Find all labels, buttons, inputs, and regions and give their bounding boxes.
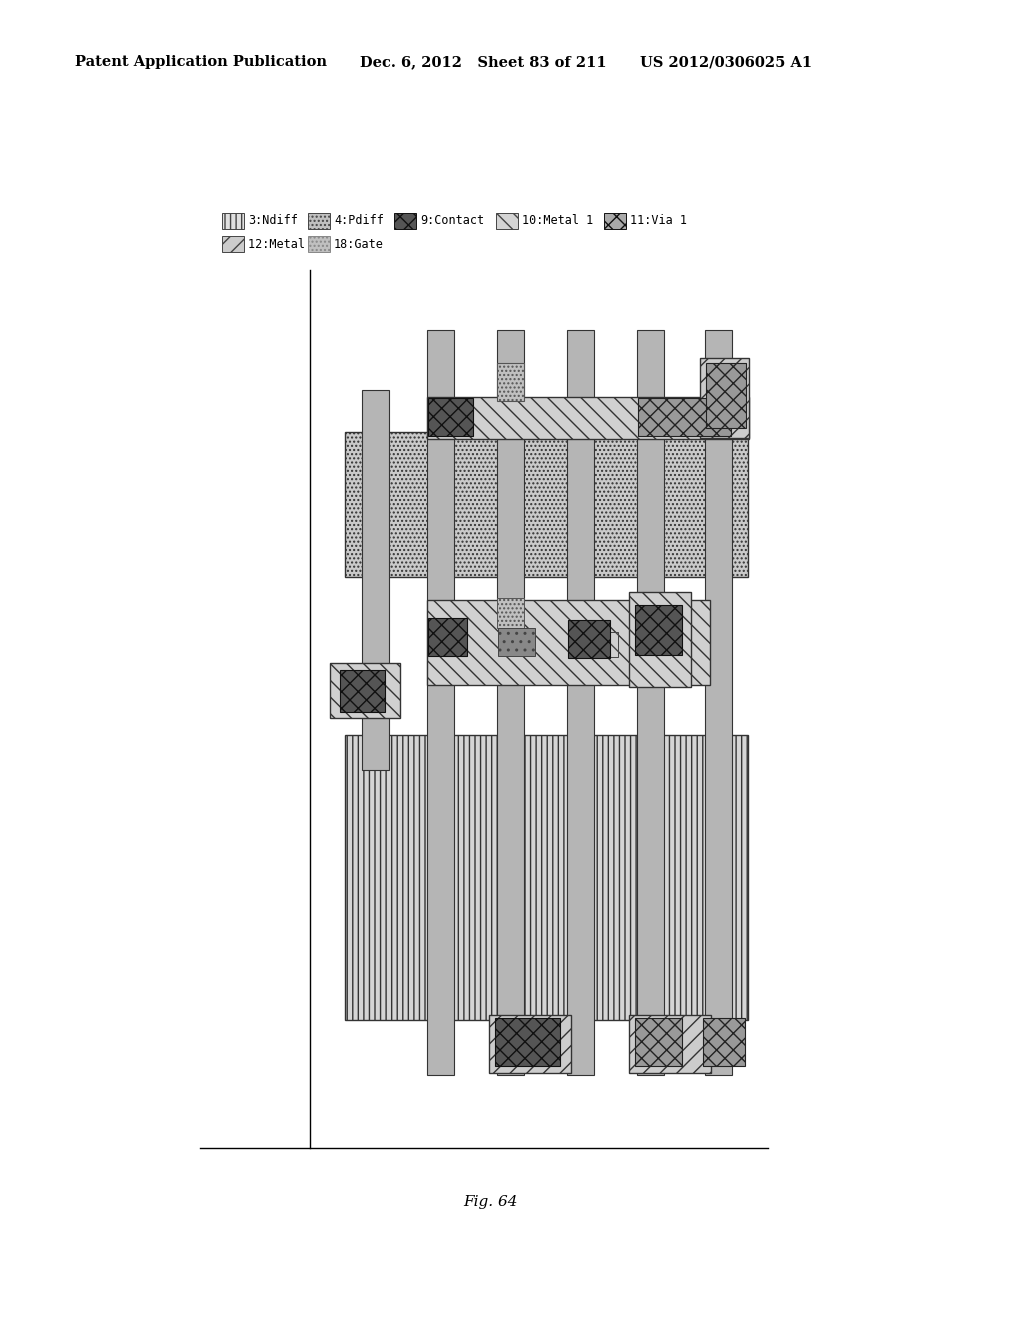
Bar xyxy=(222,213,244,228)
Bar xyxy=(427,601,710,685)
Bar xyxy=(428,618,467,656)
Text: Fig. 64: Fig. 64 xyxy=(463,1195,517,1209)
Bar xyxy=(567,330,594,1074)
Bar xyxy=(427,330,454,1074)
Bar xyxy=(706,363,746,428)
Bar xyxy=(496,213,518,228)
Bar xyxy=(427,397,749,440)
Bar xyxy=(497,330,524,1074)
Text: 18:Gate: 18:Gate xyxy=(334,238,384,251)
Bar xyxy=(604,213,626,228)
Bar xyxy=(629,591,691,686)
Bar xyxy=(330,663,400,718)
Bar xyxy=(568,620,610,657)
Bar xyxy=(495,1018,560,1067)
Text: 12:Metal 2: 12:Metal 2 xyxy=(248,238,319,251)
Text: 3:Ndiff: 3:Ndiff xyxy=(248,214,298,227)
Bar xyxy=(498,628,535,656)
Bar xyxy=(497,363,524,401)
Bar xyxy=(635,605,682,655)
Bar xyxy=(308,213,330,228)
Bar xyxy=(637,330,664,1074)
Text: 11:Via 1: 11:Via 1 xyxy=(630,214,687,227)
Bar xyxy=(489,1015,571,1073)
Bar xyxy=(638,399,731,436)
Bar xyxy=(308,236,330,252)
Bar xyxy=(345,735,748,1020)
Bar xyxy=(394,213,416,228)
Bar xyxy=(705,330,732,1074)
Bar xyxy=(596,632,618,657)
Bar xyxy=(345,432,748,577)
Bar xyxy=(222,236,244,252)
Text: 4:Pdiff: 4:Pdiff xyxy=(334,214,384,227)
Bar xyxy=(340,671,385,711)
Text: US 2012/0306025 A1: US 2012/0306025 A1 xyxy=(640,55,812,69)
Text: Dec. 6, 2012   Sheet 83 of 211: Dec. 6, 2012 Sheet 83 of 211 xyxy=(360,55,606,69)
Bar xyxy=(703,1018,745,1067)
Text: Patent Application Publication: Patent Application Publication xyxy=(75,55,327,69)
Bar xyxy=(428,399,473,436)
Bar xyxy=(629,1015,711,1073)
Bar xyxy=(362,389,389,770)
Text: 9:Contact: 9:Contact xyxy=(420,214,484,227)
Bar xyxy=(635,1018,682,1067)
Bar xyxy=(497,598,524,628)
Bar xyxy=(700,358,749,438)
Text: 10:Metal 1: 10:Metal 1 xyxy=(522,214,593,227)
